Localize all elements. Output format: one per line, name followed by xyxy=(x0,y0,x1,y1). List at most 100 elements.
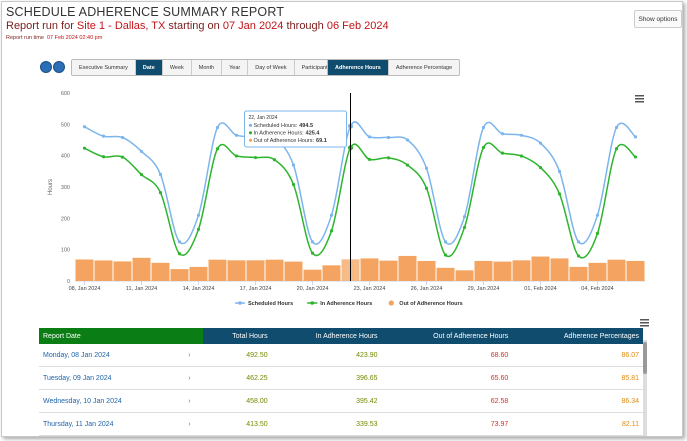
data-point xyxy=(82,146,87,150)
cell-date: Monday, 08 Jan 2024 xyxy=(39,344,176,367)
data-point xyxy=(272,158,277,162)
y-tick-label: 0 xyxy=(67,279,70,285)
data-point xyxy=(234,133,239,137)
view-tab[interactable]: Executive Summary xyxy=(72,60,136,75)
report-title: SCHEDULE ADHERENCE SUMMARY REPORT xyxy=(6,5,285,19)
cell-pct: 82.11 xyxy=(512,412,643,436)
data-point xyxy=(595,231,600,235)
data-point xyxy=(253,155,258,160)
data-point xyxy=(291,163,296,167)
show-options-button[interactable]: Show options xyxy=(634,10,682,28)
table-row[interactable]: Monday, 08 Jan 2024 › 492.50 423.90 68.60 86.… xyxy=(39,344,643,367)
bar xyxy=(322,265,341,281)
bar xyxy=(512,260,531,281)
measure-tab[interactable]: Adherence Percentage xyxy=(395,64,453,71)
scrollbar-thumb[interactable] xyxy=(643,342,647,374)
data-point xyxy=(139,173,144,177)
y-tick-label: 300 xyxy=(61,185,70,191)
table-row[interactable]: Tuesday, 09 Jan 2024 › 462.25 396.65 65.60 85… xyxy=(39,366,643,390)
next-button[interactable] xyxy=(53,61,65,73)
x-tick-label: 08, Jan 2024 xyxy=(69,286,101,292)
bar xyxy=(151,262,170,281)
cell-date: Thursday, 11 Jan 2024 xyxy=(39,412,176,436)
bar xyxy=(208,259,227,281)
data-point xyxy=(519,154,524,158)
bar xyxy=(607,259,626,281)
view-tabs: Executive Summary Date Week Month Year Day of… xyxy=(71,59,336,76)
subtitle-text: through xyxy=(283,20,327,32)
run-time-value: 07 Feb 2024 02:40 pm xyxy=(46,35,103,41)
cell-out: 73.97 xyxy=(381,412,513,436)
view-tab[interactable]: Participant xyxy=(301,64,328,71)
column-header: Out of Adherence Hours xyxy=(381,328,513,344)
cell-inadh: 423.90 xyxy=(271,344,382,367)
data-point xyxy=(367,135,372,139)
prev-button[interactable] xyxy=(40,61,52,73)
data-point xyxy=(405,138,410,142)
cell-inadh: 339.53 xyxy=(271,412,382,436)
view-tab[interactable]: Month xyxy=(192,60,223,75)
chart-menu-icon xyxy=(635,98,644,100)
data-point xyxy=(424,186,429,190)
view-tab[interactable]: Date xyxy=(135,60,163,75)
bar xyxy=(379,260,398,281)
column-header: Adherence Percentages xyxy=(512,328,643,344)
data-point xyxy=(215,125,220,130)
tooltip-value: 69.1 xyxy=(316,138,327,144)
measure-tabs: Adherence Hours Adherence Percentage xyxy=(327,59,461,76)
summary-table: Report Date Total Hours In Adherence Hours… xyxy=(39,328,643,436)
bar xyxy=(436,267,455,281)
data-point xyxy=(481,145,486,150)
tooltip-marker xyxy=(248,123,253,127)
data-point xyxy=(177,252,182,256)
bar xyxy=(588,262,607,281)
data-point xyxy=(386,135,391,140)
bar xyxy=(132,257,151,281)
measure-tab[interactable]: Adherence Hours xyxy=(328,60,389,75)
chart: 0 100 200 300 400 500 600 Hours 08, Jan 2024 11, … xyxy=(48,91,645,307)
table-row[interactable]: Wednesday, 10 Jan 2024 › 458.00 395.42 62.58… xyxy=(39,389,643,413)
view-tab[interactable]: Day of Week xyxy=(248,60,295,75)
table-container: Report Date Total Hours In Adherence Hours… xyxy=(39,328,643,436)
cell-total: 462.25 xyxy=(203,366,272,390)
data-point xyxy=(101,155,106,159)
view-tab[interactable]: Year xyxy=(222,60,249,75)
data-point xyxy=(576,254,581,258)
y-tick-label: 100 xyxy=(61,248,70,254)
table-row[interactable]: Thursday, 11 Jan 2024 › 413.50 339.53 73.97 8… xyxy=(39,412,643,436)
site: Site 1 - Dallas, TX xyxy=(76,20,166,32)
data-point xyxy=(215,147,220,151)
tooltip: 22, Jan 2024 Scheduled Hours: 494.5 In Adhe… xyxy=(244,110,347,148)
data-point xyxy=(538,141,543,145)
y-tick-label: 200 xyxy=(61,216,70,222)
data-point xyxy=(329,213,334,217)
view-tab[interactable]: Week xyxy=(163,60,192,75)
row-expand-arrow: › xyxy=(175,412,204,436)
bar xyxy=(626,260,645,281)
table-menu-icon[interactable] xyxy=(640,319,649,327)
bar xyxy=(493,261,512,281)
data-point xyxy=(500,132,505,136)
tooltip-box xyxy=(244,110,347,148)
data-point xyxy=(500,151,505,155)
column-header: Total Hours xyxy=(203,328,272,344)
chart-menu-icon xyxy=(635,95,644,97)
cell-total: 492.50 xyxy=(203,344,272,367)
run-time: Report run time 07 Feb 2024 02:40 pm xyxy=(6,35,102,41)
legend-label: In Adherence Hours xyxy=(320,301,372,307)
data-point xyxy=(329,229,334,233)
data-point xyxy=(177,240,182,244)
bar xyxy=(550,258,569,281)
bar xyxy=(189,266,208,281)
bar xyxy=(474,260,493,281)
data-point xyxy=(443,253,448,257)
bar xyxy=(284,261,303,281)
row-expand-arrow: › xyxy=(175,344,204,367)
legend-symbol xyxy=(388,300,394,306)
x-tick-label: 29, Jan 2024 xyxy=(468,286,500,292)
data-point xyxy=(614,125,619,130)
x-tick-label: 11, Jan 2024 xyxy=(126,286,157,292)
scrollbar xyxy=(643,340,647,436)
x-tick-label: 20, Jan 2024 xyxy=(297,286,329,292)
